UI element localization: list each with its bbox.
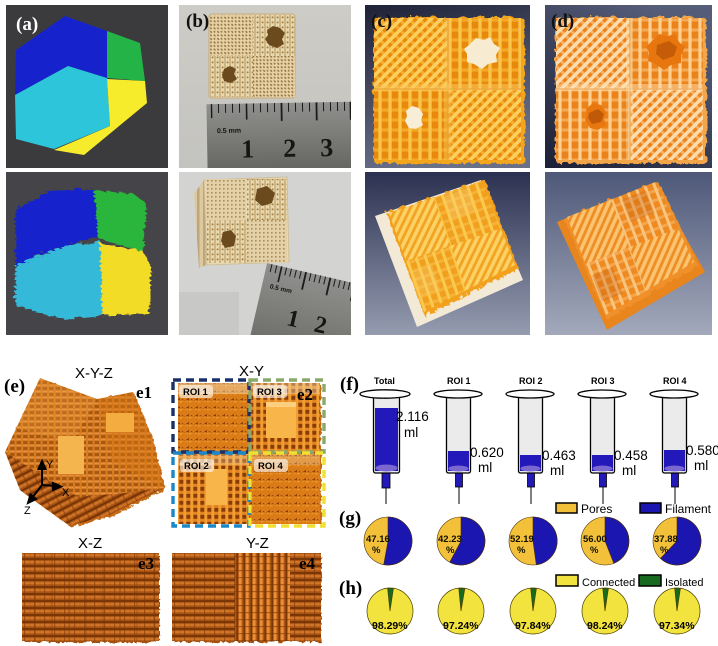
svg-text:97.34%: 97.34% <box>659 620 695 632</box>
svg-text:ml: ml <box>550 463 564 478</box>
svg-text:e2: e2 <box>297 385 313 404</box>
svg-text:Filament: Filament <box>665 502 712 516</box>
svg-text:%: % <box>372 545 381 556</box>
svg-text:Y: Y <box>46 459 54 471</box>
svg-text:98.29%: 98.29% <box>372 620 408 632</box>
svg-text:(h): (h) <box>339 578 362 599</box>
svg-text:1: 1 <box>241 134 255 163</box>
svg-text:0.620: 0.620 <box>470 445 504 460</box>
svg-text:X-Y-Z: X-Y-Z <box>75 365 113 382</box>
svg-text:98.24%: 98.24% <box>587 620 623 632</box>
svg-text:1: 1 <box>284 305 302 333</box>
svg-text:X-Z: X-Z <box>78 535 102 552</box>
svg-text:(e): (e) <box>4 376 25 397</box>
svg-text:56.00: 56.00 <box>583 534 607 545</box>
svg-text:2: 2 <box>312 312 330 335</box>
svg-text:ROI 3: ROI 3 <box>257 387 282 398</box>
svg-text:2: 2 <box>283 134 297 163</box>
svg-text:ROI 2: ROI 2 <box>184 461 209 472</box>
svg-text:0.5 mm: 0.5 mm <box>217 128 241 135</box>
svg-text:Isolated: Isolated <box>665 577 704 589</box>
svg-text:ROI 3: ROI 3 <box>591 376 615 386</box>
svg-text:ROI 1: ROI 1 <box>447 376 471 386</box>
svg-text:(d): (d) <box>551 11 574 32</box>
svg-text:0.580: 0.580 <box>686 443 718 458</box>
svg-text:Connected: Connected <box>582 577 635 589</box>
svg-text:0.5 mm: 0.5 mm <box>269 283 293 295</box>
svg-text:e1: e1 <box>136 383 152 402</box>
svg-text:ml: ml <box>694 458 708 473</box>
svg-text:3: 3 <box>320 133 334 162</box>
svg-text:0.463: 0.463 <box>542 448 576 463</box>
svg-text:ml: ml <box>622 463 636 478</box>
svg-text:Total: Total <box>374 376 395 386</box>
svg-text:(g): (g) <box>339 508 361 529</box>
svg-text:ROI 1: ROI 1 <box>183 387 209 398</box>
svg-text:42.23: 42.23 <box>438 534 462 545</box>
svg-text:X-Y: X-Y <box>239 363 264 380</box>
svg-text:52.19: 52.19 <box>510 534 534 545</box>
svg-text:ROI 2: ROI 2 <box>519 376 543 386</box>
svg-text:X: X <box>62 487 70 499</box>
svg-text:ROI 4: ROI 4 <box>663 376 687 386</box>
svg-text:47.16: 47.16 <box>366 534 390 545</box>
svg-text:e4: e4 <box>299 554 316 573</box>
svg-text:ml: ml <box>404 425 418 440</box>
svg-text:Z: Z <box>24 505 31 517</box>
svg-text:ROI 4: ROI 4 <box>258 461 284 472</box>
svg-text:e3: e3 <box>138 554 154 573</box>
svg-text:%: % <box>660 545 669 556</box>
svg-text:(c): (c) <box>371 11 392 32</box>
svg-text:ml: ml <box>478 460 492 475</box>
svg-text:2.116: 2.116 <box>396 409 429 424</box>
svg-text:Pores: Pores <box>581 502 612 516</box>
svg-text:(f): (f) <box>340 374 359 395</box>
svg-text:%: % <box>590 545 599 556</box>
svg-text:97.24%: 97.24% <box>443 620 479 632</box>
svg-text:(b): (b) <box>186 11 209 32</box>
svg-text:97.84%: 97.84% <box>515 620 551 632</box>
svg-text:%: % <box>517 545 526 556</box>
svg-text:Y-Z: Y-Z <box>246 535 269 552</box>
svg-text:37.88: 37.88 <box>654 534 678 545</box>
svg-text:(a): (a) <box>16 14 38 35</box>
svg-text:%: % <box>446 545 455 556</box>
svg-text:0.458: 0.458 <box>614 448 648 463</box>
